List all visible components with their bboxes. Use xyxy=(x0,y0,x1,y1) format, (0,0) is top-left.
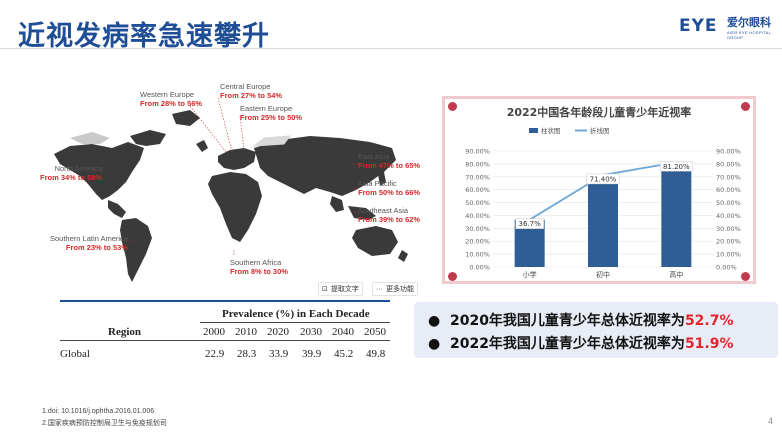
bar xyxy=(661,162,692,267)
leader-western-europe xyxy=(189,105,227,153)
footnote-1: 1.doi: 10.1016/j.ophtha.2016.01.006 xyxy=(42,408,155,415)
y-tick-label-left: 10.00% xyxy=(465,251,490,259)
header-bottom-rule xyxy=(60,340,390,341)
chart-plot: 柱状图 折线图 0.00% 0.00% 10.00% 10.00% 20.00% 20.00%… xyxy=(465,126,741,279)
summary-text-2020: 2020年我国儿童青少年总体近视率为 xyxy=(449,313,685,329)
map-label-southern-africa: Southern Africa From 8% to 30% xyxy=(230,258,288,276)
header-underline xyxy=(200,322,390,323)
company-logo: EYE 爱尔眼科 AIER EYE HOSPITAL GROUP xyxy=(679,14,771,44)
summary-panel: ● 2020年我国儿童青少年总体近视率为52.7% ● 2022年我国儿童青少年… xyxy=(414,302,778,358)
y-tick-label-right: 80.00% xyxy=(716,160,741,168)
cell-2030: 39.9 xyxy=(302,348,322,360)
legend-label-line: 折线图 xyxy=(590,126,610,135)
region-column-header: Region xyxy=(108,326,141,338)
leader-central-europe xyxy=(217,97,233,153)
x-tick-label: 高中 xyxy=(669,270,683,279)
y-tick-label-left: 90.00% xyxy=(465,148,490,156)
data-label-box xyxy=(586,173,620,185)
year-2000: 2000 xyxy=(203,326,225,338)
logo-subtitle: AIER EYE HOSPITAL GROUP xyxy=(727,30,772,40)
x-tick-label: 初中 xyxy=(596,270,610,279)
map-label-asia-pacific: Asia Pacific From 50% to 66% xyxy=(358,179,421,197)
cell-2000: 22.9 xyxy=(205,348,225,360)
y-tick-label-left: 80.00% xyxy=(465,160,490,168)
y-tick-label-right: 20.00% xyxy=(716,238,741,246)
legend-swatch-bar xyxy=(529,128,538,133)
map-label-western-europe: Western Europe From 28% to 56% xyxy=(140,90,203,108)
y-tick-label-right: 10.00% xyxy=(716,251,741,259)
summary-text-2022: 2022年我国儿童青少年总体近视率为 xyxy=(449,336,685,352)
text-scan-icon: ⊡ xyxy=(322,286,328,293)
extract-text-label: 提取文字 xyxy=(330,286,359,293)
more-features-button[interactable]: ··· 更多功能 xyxy=(372,282,418,296)
logo-chinese: 爱尔眼科 xyxy=(727,16,771,29)
footnote-2: 2.国家疾病预防控制局卫生与免疫规划司 xyxy=(42,420,167,427)
frame-corner-dot xyxy=(741,272,750,281)
title-divider xyxy=(0,48,782,49)
y-tick-label-right: 30.00% xyxy=(716,225,741,233)
y-tick-label-left: 30.00% xyxy=(465,225,490,233)
cell-2040: 45.2 xyxy=(334,348,354,360)
legend-label-bar: 柱状图 xyxy=(541,126,561,135)
y-tick-label-right: 60.00% xyxy=(716,186,741,194)
y-tick-label-right: 0.00% xyxy=(716,264,737,272)
table-top-rule xyxy=(60,300,390,302)
y-tick-label-right: 50.00% xyxy=(716,199,741,207)
extract-text-button[interactable]: ⊡ 提取文字 xyxy=(318,282,363,296)
logo-mark: EYE xyxy=(679,16,718,36)
map-label-north-america: North America From 34% to 58% xyxy=(40,164,103,182)
world-map-graphic xyxy=(54,97,408,282)
table-header: Prevalence (%) in Each Decade xyxy=(222,308,370,320)
row-region-global: Global xyxy=(60,348,90,360)
myopia-rate-chart: 2022中国各年龄段儿童青少年近视率 柱状图 折线图 0.00% 0.00% 10.00… xyxy=(442,96,756,284)
y-tick-label-left: 0.00% xyxy=(469,264,490,272)
map-label-southeast-asia: Southeast Asia From 39% to 62% xyxy=(358,206,421,224)
chart-title: 2022中国各年龄段儿童青少年近视率 xyxy=(506,106,692,119)
frame-corner-dot xyxy=(448,272,457,281)
more-dots-icon: ··· xyxy=(376,285,383,293)
cell-2010: 28.3 xyxy=(237,348,257,360)
page-number: 4 xyxy=(768,416,774,426)
page-title: 近视发病率急速攀升 xyxy=(18,21,270,52)
data-label-box xyxy=(659,161,693,172)
data-label: 71.40% xyxy=(590,175,617,183)
frame-corner-dot xyxy=(741,102,750,111)
y-tick-label-right: 40.00% xyxy=(716,212,741,220)
map-label-southern-latin-america: Southern Latin America From 23% to 53% xyxy=(50,234,128,252)
world-map: Western Europe From 28% to 56% Central Eu… xyxy=(40,78,440,288)
y-tick-label-left: 50.00% xyxy=(465,199,490,207)
more-features-label: 更多功能 xyxy=(386,286,414,293)
frame-corner-dot xyxy=(448,102,457,111)
y-tick-label-right: 90.00% xyxy=(716,148,741,156)
summary-line-2022: ● 2022年我国儿童青少年总体近视率为51.9% xyxy=(428,336,734,352)
cell-2050: 49.8 xyxy=(366,348,386,360)
year-2030: 2030 xyxy=(300,326,322,338)
map-label-central-europe: Central Europe From 27% to 54% xyxy=(220,82,283,100)
summary-pct-2022: 51.9% xyxy=(684,336,734,352)
year-2050: 2050 xyxy=(364,326,386,338)
bar xyxy=(588,174,618,267)
y-tick-label-right: 70.00% xyxy=(716,173,741,181)
x-tick-label: 小学 xyxy=(523,270,537,279)
cell-2020: 33.9 xyxy=(269,348,289,360)
y-tick-label-left: 40.00% xyxy=(465,212,490,220)
summary-line-2020: ● 2020年我国儿童青少年总体近视率为52.7% xyxy=(428,313,734,329)
y-tick-label-left: 70.00% xyxy=(465,173,490,181)
data-label: 36.7% xyxy=(519,220,542,228)
data-label-box xyxy=(515,218,544,229)
data-label: 81.20% xyxy=(663,163,690,171)
y-tick-label-left: 60.00% xyxy=(465,186,490,194)
map-label-east-asia: East Asia From 47% to 65% xyxy=(358,152,421,170)
year-2010: 2010 xyxy=(235,326,257,338)
y-tick-label-left: 20.00% xyxy=(465,238,490,246)
year-2040: 2040 xyxy=(332,326,354,338)
map-label-eastern-europe: Eastern Europe From 25% to 50% xyxy=(240,104,303,122)
summary-pct-2020: 52.7% xyxy=(684,313,734,329)
year-2020: 2020 xyxy=(267,326,289,338)
